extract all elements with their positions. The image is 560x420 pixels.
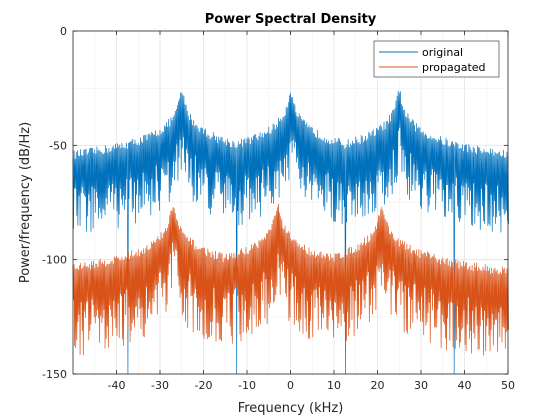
series-line-propagated (72, 203, 509, 356)
tick-marks (73, 30, 509, 375)
legend-label-original: original (422, 46, 463, 59)
legend: original propagated (373, 40, 500, 78)
x-tick-label: 20 (371, 379, 385, 392)
x-tick-label: 0 (287, 379, 294, 392)
y-tick-labels: -150 -100 -50 0 (42, 25, 67, 381)
x-tick-label: -20 (195, 379, 213, 392)
x-axis-label: Frequency (kHz) (238, 401, 344, 416)
x-tick-label: -10 (238, 379, 256, 392)
y-tick-label: -150 (42, 368, 67, 381)
chart-title: Power Spectral Density (205, 12, 377, 27)
grid-lines (73, 30, 509, 375)
x-tick-label: 50 (501, 379, 515, 392)
x-tick-label: 10 (327, 379, 341, 392)
x-tick-label: -40 (108, 379, 126, 392)
legend-label-propagated: propagated (422, 61, 486, 74)
x-tick-label: 30 (414, 379, 428, 392)
x-tick-label: 40 (458, 379, 472, 392)
y-tick-label: 0 (60, 25, 67, 38)
series-line-original (72, 90, 509, 375)
y-axis-label: Power/frequency (dB/Hz) (18, 122, 33, 283)
plot-lines (72, 90, 509, 375)
y-tick-label: -100 (42, 254, 67, 267)
y-tick-label: -50 (49, 139, 67, 152)
x-tick-label: -30 (151, 379, 169, 392)
x-tick-labels: -40 -30 -20 -10 0 10 20 30 40 50 (108, 379, 515, 392)
legend-box (373, 40, 500, 78)
